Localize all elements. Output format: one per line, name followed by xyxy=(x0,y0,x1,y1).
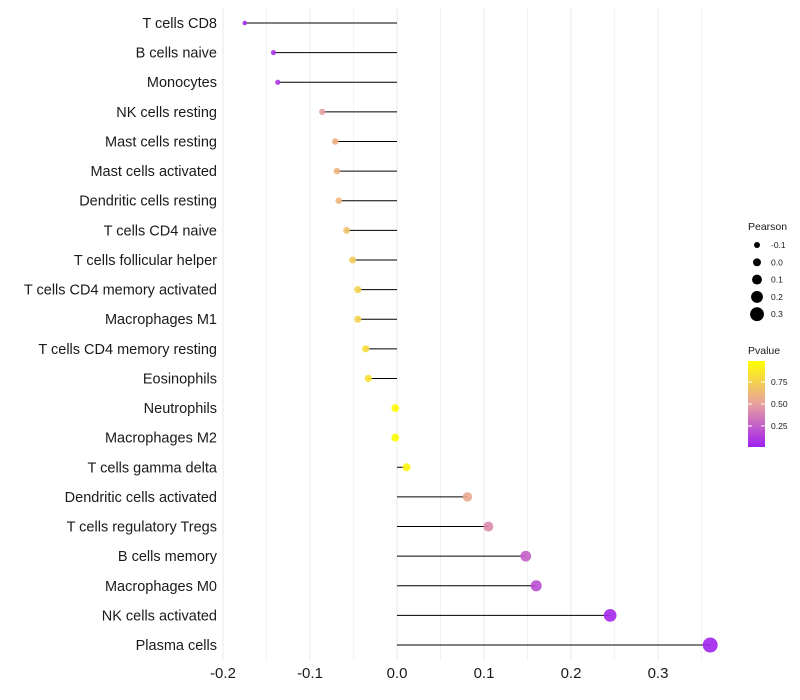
color-bar xyxy=(748,361,765,447)
category-label: T cells CD4 memory resting xyxy=(38,342,217,358)
lollipop-stems xyxy=(244,22,711,646)
category-label: Mast cells resting xyxy=(105,134,217,150)
category-label: Macrophages M0 xyxy=(105,579,217,595)
size-legend-label: 0.0 xyxy=(771,257,783,267)
lollipop-point xyxy=(354,286,362,294)
category-label: Neutrophils xyxy=(144,401,217,417)
lollipop-point xyxy=(333,167,341,175)
lollipop-point xyxy=(319,108,326,115)
category-label: B cells memory xyxy=(118,549,218,565)
lollipop-point xyxy=(343,226,350,234)
size-legend-dot xyxy=(754,242,760,248)
color-legend-label: 0.25 xyxy=(771,421,788,431)
category-label: Dendritic cells activated xyxy=(65,490,217,506)
size-legend-dot xyxy=(750,307,764,322)
legend: Pearson -0.1 0.0 0.1 0.2 0.3 Pvalue 0.75 0.50… xyxy=(748,221,788,447)
category-label: B cells naive xyxy=(136,46,217,62)
color-legend-title: Pvalue xyxy=(748,345,780,357)
x-tick-label: 0.1 xyxy=(474,665,495,682)
size-legend-label: 0.3 xyxy=(771,309,783,319)
lollipop-point xyxy=(391,433,400,442)
lollipop-point xyxy=(520,550,532,562)
category-label: Plasma cells xyxy=(136,638,217,654)
gridlines xyxy=(222,8,702,660)
lollipop-point xyxy=(702,637,718,653)
size-legend-dot xyxy=(751,290,763,303)
category-labels: T cells CD8 B cells naive Monocytes NK cell… xyxy=(24,16,218,654)
lollipop-point xyxy=(530,580,542,592)
x-tick-label: 0.0 xyxy=(387,665,408,682)
size-legend-label: 0.1 xyxy=(771,275,783,285)
x-tick-label: -0.1 xyxy=(297,665,323,682)
size-legend-label: 0.2 xyxy=(771,292,783,302)
lollipop-point xyxy=(242,20,247,26)
size-legend-label: -0.1 xyxy=(771,240,786,250)
lollipop-point xyxy=(402,463,411,472)
category-label: Macrophages M2 xyxy=(105,431,217,447)
size-legend-title: Pearson xyxy=(748,221,787,233)
x-tick-label: -0.2 xyxy=(210,665,236,682)
category-label: T cells follicular helper xyxy=(74,253,217,269)
color-legend-label: 0.50 xyxy=(771,399,788,409)
category-label: T cells CD4 naive xyxy=(104,223,217,239)
x-axis-ticks: -0.2 -0.1 0.0 0.1 0.2 0.3 xyxy=(210,665,668,682)
size-legend: Pearson -0.1 0.0 0.1 0.2 0.3 xyxy=(748,221,787,322)
category-label: T cells CD4 memory activated xyxy=(24,283,217,299)
lollipop-points xyxy=(242,20,718,653)
category-label: T cells CD8 xyxy=(142,16,217,32)
category-label: NK cells activated xyxy=(102,608,217,624)
size-legend-dot xyxy=(752,274,762,285)
lollipop-point xyxy=(462,492,473,502)
lollipop-point xyxy=(270,50,277,56)
category-label: Eosinophils xyxy=(143,371,217,387)
lollipop-point xyxy=(349,256,357,264)
x-tick-label: 0.3 xyxy=(648,665,669,682)
lollipop-point xyxy=(391,404,400,413)
lollipop-point xyxy=(331,138,339,145)
category-label: NK cells resting xyxy=(116,105,217,121)
category-label: Macrophages M1 xyxy=(105,312,217,328)
lollipop-point xyxy=(354,315,362,323)
lollipop-point xyxy=(483,521,494,532)
category-label: T cells regulatory Tregs xyxy=(67,520,217,536)
lollipop-point xyxy=(364,374,372,383)
color-legend: Pvalue 0.75 0.50 0.25 xyxy=(748,345,788,447)
color-legend-label: 0.75 xyxy=(771,377,788,387)
lollipop-point xyxy=(362,345,370,353)
category-label: Monocytes xyxy=(147,75,217,91)
category-label: Dendritic cells resting xyxy=(79,194,217,210)
category-label: Mast cells activated xyxy=(90,164,217,180)
category-label: T cells gamma delta xyxy=(88,460,218,476)
x-tick-label: 0.2 xyxy=(561,665,582,682)
lollipop-point xyxy=(275,79,281,85)
lollipop-point xyxy=(603,609,617,622)
lollipop-point xyxy=(335,197,343,205)
size-legend-dot xyxy=(753,258,761,267)
